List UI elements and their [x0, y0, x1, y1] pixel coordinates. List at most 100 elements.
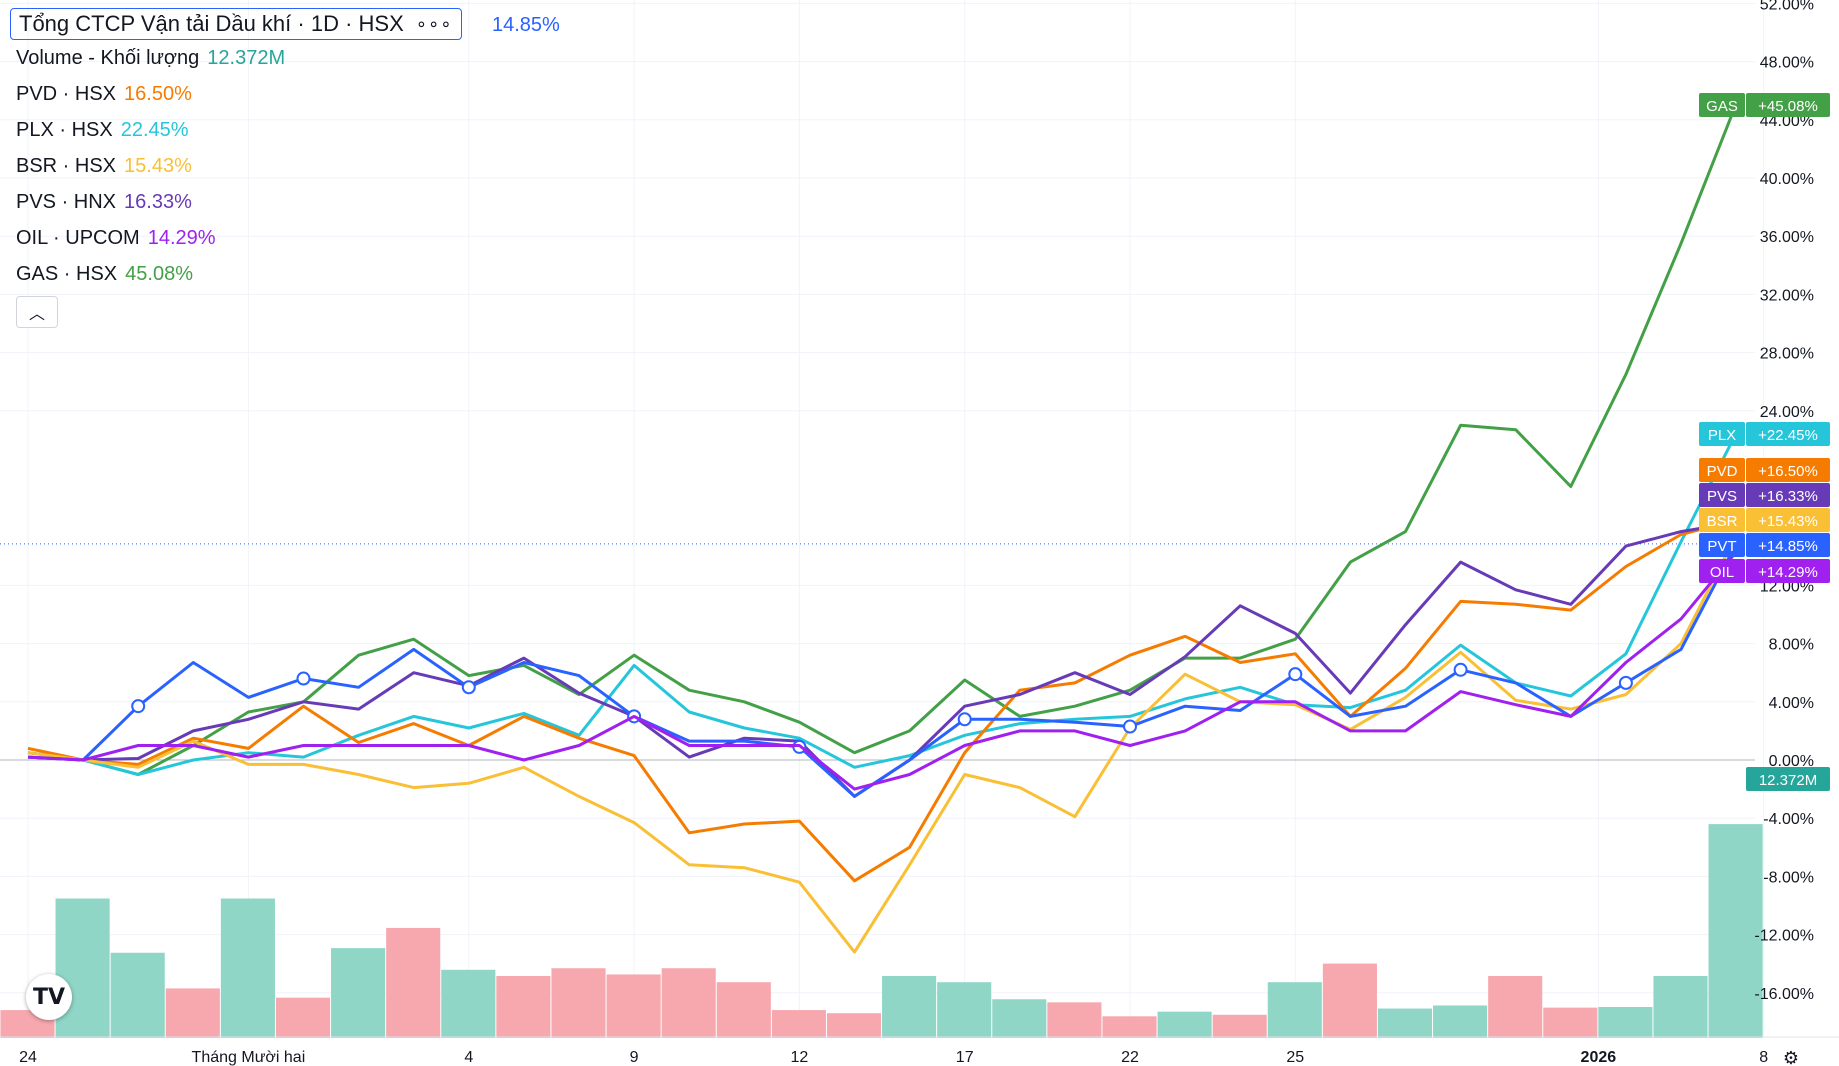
x-tick-label: Tháng Mười hai	[192, 1049, 306, 1066]
series-line-plx[interactable]	[27, 432, 1738, 776]
price-label-box	[1746, 422, 1830, 446]
y-tick-label: 44.00%	[1760, 113, 1814, 130]
price-label-plx: PLX +22.45%	[1699, 422, 1830, 446]
legend-panel: Tổng CTCP Vận tải Dầu khí · 1D · HSX ∘∘∘…	[10, 8, 462, 328]
series-point-pvt	[131, 699, 146, 714]
volume-bar	[1102, 1016, 1157, 1038]
series-line-gas[interactable]	[27, 103, 1738, 776]
volume-bar	[110, 952, 165, 1038]
price-label-gas: GAS +45.08%	[1699, 93, 1830, 117]
more-dots-icon[interactable]: ∘∘∘	[415, 13, 453, 34]
volume-bar	[275, 997, 331, 1038]
y-tick-label: 0.00%	[1769, 753, 1814, 770]
series-point-pvt	[296, 671, 311, 686]
volume-bar	[1322, 963, 1377, 1038]
y-tick-label: 4.00%	[1769, 695, 1814, 712]
series-line-oil[interactable]	[27, 551, 1738, 791]
price-label-name: PVD	[1707, 463, 1738, 480]
y-tick-label: 8.00%	[1769, 637, 1814, 654]
legend-value: 12.372M	[207, 47, 286, 69]
volume-bar	[661, 968, 716, 1038]
legend-label: Volume - Khối lượng	[16, 47, 200, 69]
legend-label: PLX · HSX	[16, 119, 113, 141]
tradingview-logo[interactable]: TV	[26, 974, 72, 1020]
x-tick-label: 22	[1121, 1049, 1139, 1066]
series-point-pvt	[957, 712, 972, 727]
legend-row[interactable]: PLX · HSX 22.45%	[10, 112, 462, 148]
volume-bar	[1267, 982, 1322, 1038]
legend-value: 16.33%	[124, 191, 192, 213]
price-label-box	[1746, 508, 1830, 532]
series-line-pvd[interactable]	[27, 518, 1737, 883]
volume-bar	[1653, 976, 1708, 1038]
x-tick-label: 25	[1286, 1049, 1304, 1066]
x-tick-label: 8	[1759, 1049, 1768, 1066]
volume-bar	[551, 968, 606, 1038]
price-label-value: +14.29%	[1758, 564, 1818, 581]
volume-label-text: 12.372M	[1759, 772, 1817, 789]
legend-row[interactable]: PVD · HSX 16.50%	[10, 76, 462, 112]
volume-bar	[220, 898, 275, 1038]
price-label-bsr: BSR +15.43%	[1699, 508, 1830, 532]
volume-bar	[606, 974, 661, 1038]
series-lines	[27, 103, 1738, 954]
price-label-pvs: PVS +16.33%	[1699, 483, 1830, 507]
price-label-name: GAS	[1706, 98, 1738, 115]
legend-row[interactable]: GAS · HSX 45.08%	[10, 256, 462, 292]
price-label-box	[1746, 458, 1830, 482]
y-tick-label: 40.00%	[1760, 171, 1814, 188]
legend-value: 45.08%	[125, 263, 193, 285]
y-tick-label: -8.00%	[1763, 869, 1814, 886]
legend-row[interactable]: BSR · HSX 15.43%	[10, 148, 462, 184]
series-line-pvt[interactable]	[27, 543, 1738, 798]
price-label-box	[1746, 533, 1830, 557]
volume-bar	[716, 982, 771, 1038]
volume-bar	[771, 1010, 826, 1038]
price-label-value: +16.50%	[1758, 463, 1818, 480]
legend-label: PVS · HNX	[16, 191, 117, 213]
x-axis: 24 Tháng Mười hai 4 9 12 17 22 25 2026 8 ⚙	[0, 1036, 1839, 1066]
volume-bar	[1433, 1005, 1488, 1038]
legend-row[interactable]: Volume - Khối lượng 12.372M	[10, 40, 462, 76]
y-tick-label: 24.00%	[1760, 404, 1814, 421]
legend-value: 15.43%	[124, 155, 192, 177]
price-label-name: PVS	[1707, 488, 1737, 505]
volume-bar	[496, 976, 551, 1038]
volume-bar	[1708, 824, 1763, 1038]
legend-row[interactable]: PVS · HNX 16.33%	[10, 184, 462, 220]
price-labels: GAS +45.08% PLX +22.45% PVD +16.50% PVS +16.33%…	[1699, 93, 1830, 791]
volume-bar	[826, 1013, 882, 1038]
volume-bar	[1157, 1011, 1212, 1038]
gear-icon[interactable]: ⚙	[1783, 1048, 1799, 1066]
series-point-pvt	[1618, 675, 1633, 690]
price-label-value: +22.45%	[1758, 427, 1818, 444]
volume-label-box	[1746, 767, 1830, 791]
chevron-up-icon[interactable]: ︿	[16, 296, 58, 328]
series-line-bsr[interactable]	[27, 534, 1738, 954]
y-tick-label: -12.00%	[1754, 928, 1814, 945]
series-point-pvt	[1123, 719, 1137, 734]
symbol-title-box[interactable]: Tổng CTCP Vận tải Dầu khí · 1D · HSX ∘∘∘	[10, 8, 462, 40]
legend-value: 16.50%	[124, 83, 192, 105]
price-label-name: BSR	[1707, 513, 1738, 530]
y-tick-label: 32.00%	[1760, 287, 1814, 304]
series-point-pvt	[1453, 662, 1468, 677]
x-tick-label: 9	[630, 1049, 639, 1066]
legend-row[interactable]: OIL · UPCOM 14.29%	[10, 220, 462, 256]
price-label-tag	[1699, 422, 1745, 446]
price-label-box	[1746, 483, 1830, 507]
price-label-pvt: PVT +14.85%	[1699, 533, 1830, 557]
volume-bar	[1488, 976, 1543, 1038]
legend-value: 22.45%	[120, 119, 189, 141]
price-label-oil: OIL +14.29%	[1699, 559, 1830, 583]
price-label-name: PLX	[1708, 427, 1736, 444]
volume-bar	[1047, 1002, 1102, 1038]
legend-value: 14.29%	[147, 227, 216, 249]
legend-label: BSR · HSX	[16, 155, 117, 177]
volume-value-label: 12.372M	[1746, 767, 1830, 791]
series-point-pvt	[1288, 667, 1303, 682]
legend-label: PVD · HSX	[16, 83, 117, 105]
price-label-tag	[1699, 508, 1745, 532]
volume-bar	[331, 948, 386, 1038]
